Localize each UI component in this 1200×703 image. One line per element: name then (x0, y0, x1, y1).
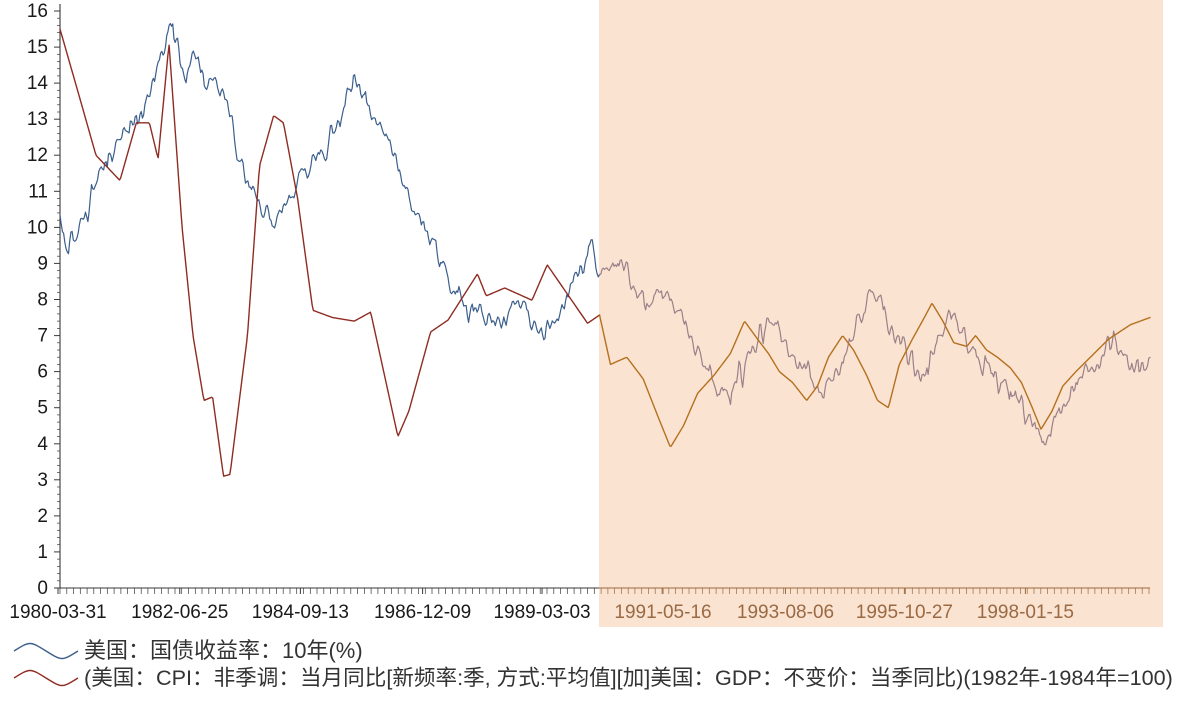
svg-text:1980-03-31: 1980-03-31 (9, 602, 106, 623)
svg-text:1989-03-03: 1989-03-03 (493, 602, 590, 623)
svg-text:1: 1 (37, 542, 48, 563)
svg-text:15: 15 (27, 37, 48, 58)
svg-text:10: 10 (27, 217, 48, 238)
svg-text:1995-10-27: 1995-10-27 (856, 602, 953, 623)
svg-text:0: 0 (37, 578, 48, 599)
svg-text:14: 14 (27, 73, 49, 94)
svg-text:13: 13 (27, 109, 48, 130)
svg-text:(美国：CPI：非季调：当月同比[新频率:季, 方式:平均值: (美国：CPI：非季调：当月同比[新频率:季, 方式:平均值][加]美国：GDP… (84, 665, 1173, 690)
svg-text:8: 8 (37, 290, 48, 311)
svg-text:4: 4 (37, 434, 48, 455)
svg-text:6: 6 (37, 362, 48, 383)
svg-text:3: 3 (37, 470, 48, 491)
svg-text:5: 5 (37, 398, 48, 419)
svg-text:9: 9 (37, 253, 48, 274)
svg-text:16: 16 (27, 1, 48, 22)
svg-text:12: 12 (27, 145, 48, 166)
svg-text:1984-09-13: 1984-09-13 (252, 602, 349, 623)
svg-text:1986-12-09: 1986-12-09 (374, 602, 471, 623)
svg-text:1982-06-25: 1982-06-25 (131, 602, 228, 623)
svg-text:7: 7 (37, 326, 48, 347)
svg-text:2: 2 (37, 506, 48, 527)
svg-text:1991-05-16: 1991-05-16 (614, 602, 711, 623)
svg-text:1998-01-15: 1998-01-15 (977, 602, 1074, 623)
svg-text:11: 11 (28, 181, 48, 202)
svg-text:美国：国债收益率：10年(%): 美国：国债收益率：10年(%) (84, 638, 363, 663)
svg-text:1993-08-06: 1993-08-06 (737, 602, 834, 623)
